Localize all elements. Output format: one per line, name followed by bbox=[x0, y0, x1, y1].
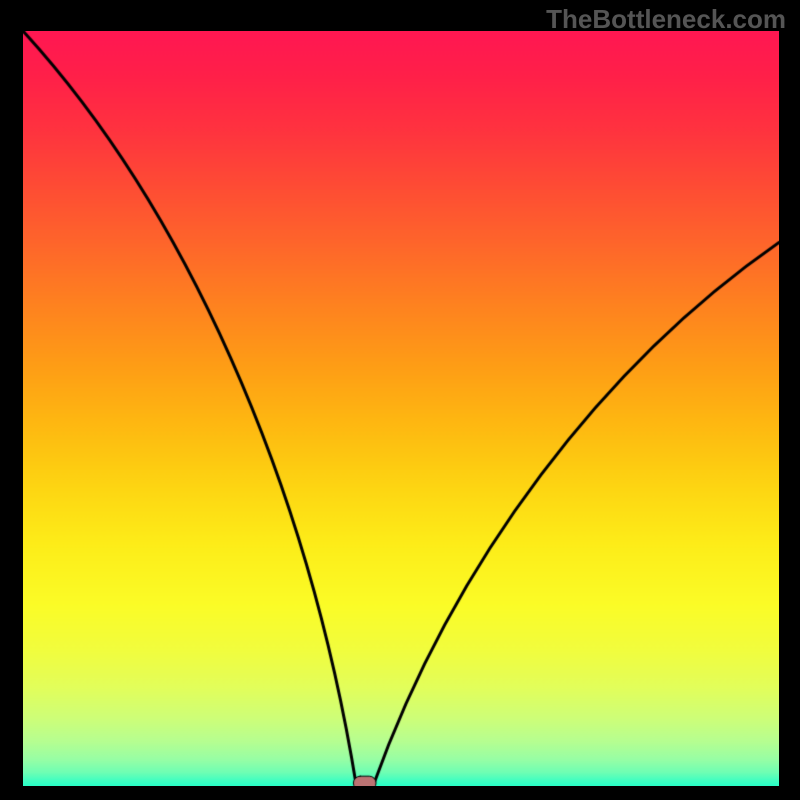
image-root: TheBottleneck.com bbox=[0, 0, 800, 800]
source-watermark: TheBottleneck.com bbox=[546, 4, 786, 35]
bottleneck-chart bbox=[23, 31, 779, 786]
